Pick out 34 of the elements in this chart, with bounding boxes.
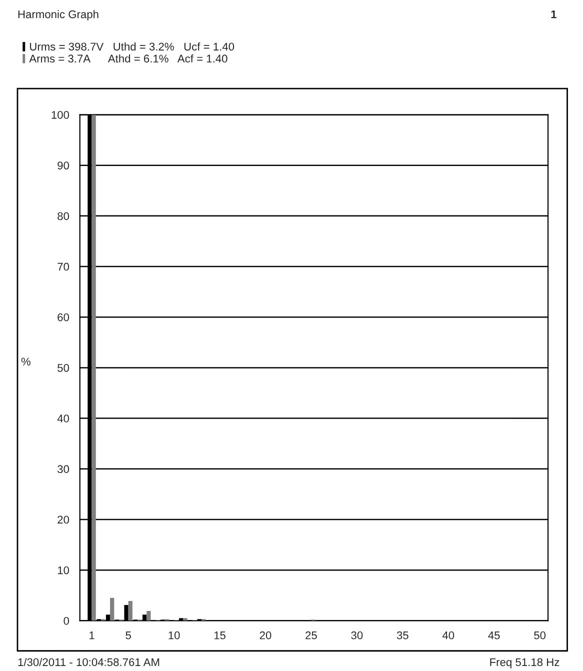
y-tick-label: 80 xyxy=(58,212,70,220)
y-tick-label: 100 xyxy=(52,111,70,119)
x-tick-label: 1 xyxy=(90,632,94,640)
x-tick-label: 25 xyxy=(306,631,317,640)
y-tick-label: 20 xyxy=(58,516,70,524)
bar xyxy=(92,114,96,621)
x-tick-label: 20 xyxy=(260,631,272,640)
x-tick-label: 35 xyxy=(396,631,408,640)
text: 1/30/2011 - 10:04:58.761 AM xyxy=(18,658,160,666)
bar xyxy=(146,611,151,621)
y-tick-label: 40 xyxy=(57,414,70,422)
x-tick-label: 50 xyxy=(534,631,546,640)
y-tick-label: 0 xyxy=(64,616,70,625)
x-tick-label: 15 xyxy=(214,632,226,640)
text: 1 xyxy=(551,10,556,18)
x-tick-label: 30 xyxy=(351,631,363,640)
x-tick-label: 5 xyxy=(126,632,131,640)
y-tick-label: 50 xyxy=(58,364,70,372)
bar xyxy=(183,618,188,621)
x-tick-label: 40 xyxy=(442,631,454,640)
chart-title: Harmonic Graph xyxy=(18,10,98,20)
bar xyxy=(110,598,114,621)
y-tick-label: 70 xyxy=(58,262,70,271)
y-tick-label: 10 xyxy=(58,566,70,574)
legend-label: Urms = 398.7V Uthd = 3.2% Ucf = 1.40 xyxy=(30,42,234,51)
y-tick-label: 60 xyxy=(58,313,70,322)
y-tick-label: 30 xyxy=(58,465,70,474)
x-tick-label: 45 xyxy=(488,632,500,640)
bar xyxy=(128,600,132,621)
y-axis-title: % xyxy=(21,358,30,366)
text: Freq 51.18 Hz xyxy=(490,658,560,668)
legend-label: Arms = 3.7A Athd = 6.1% Acf = 1.40 xyxy=(29,54,228,63)
x-tick-label: 10 xyxy=(168,631,180,640)
y-tick-label: 90 xyxy=(58,162,70,170)
